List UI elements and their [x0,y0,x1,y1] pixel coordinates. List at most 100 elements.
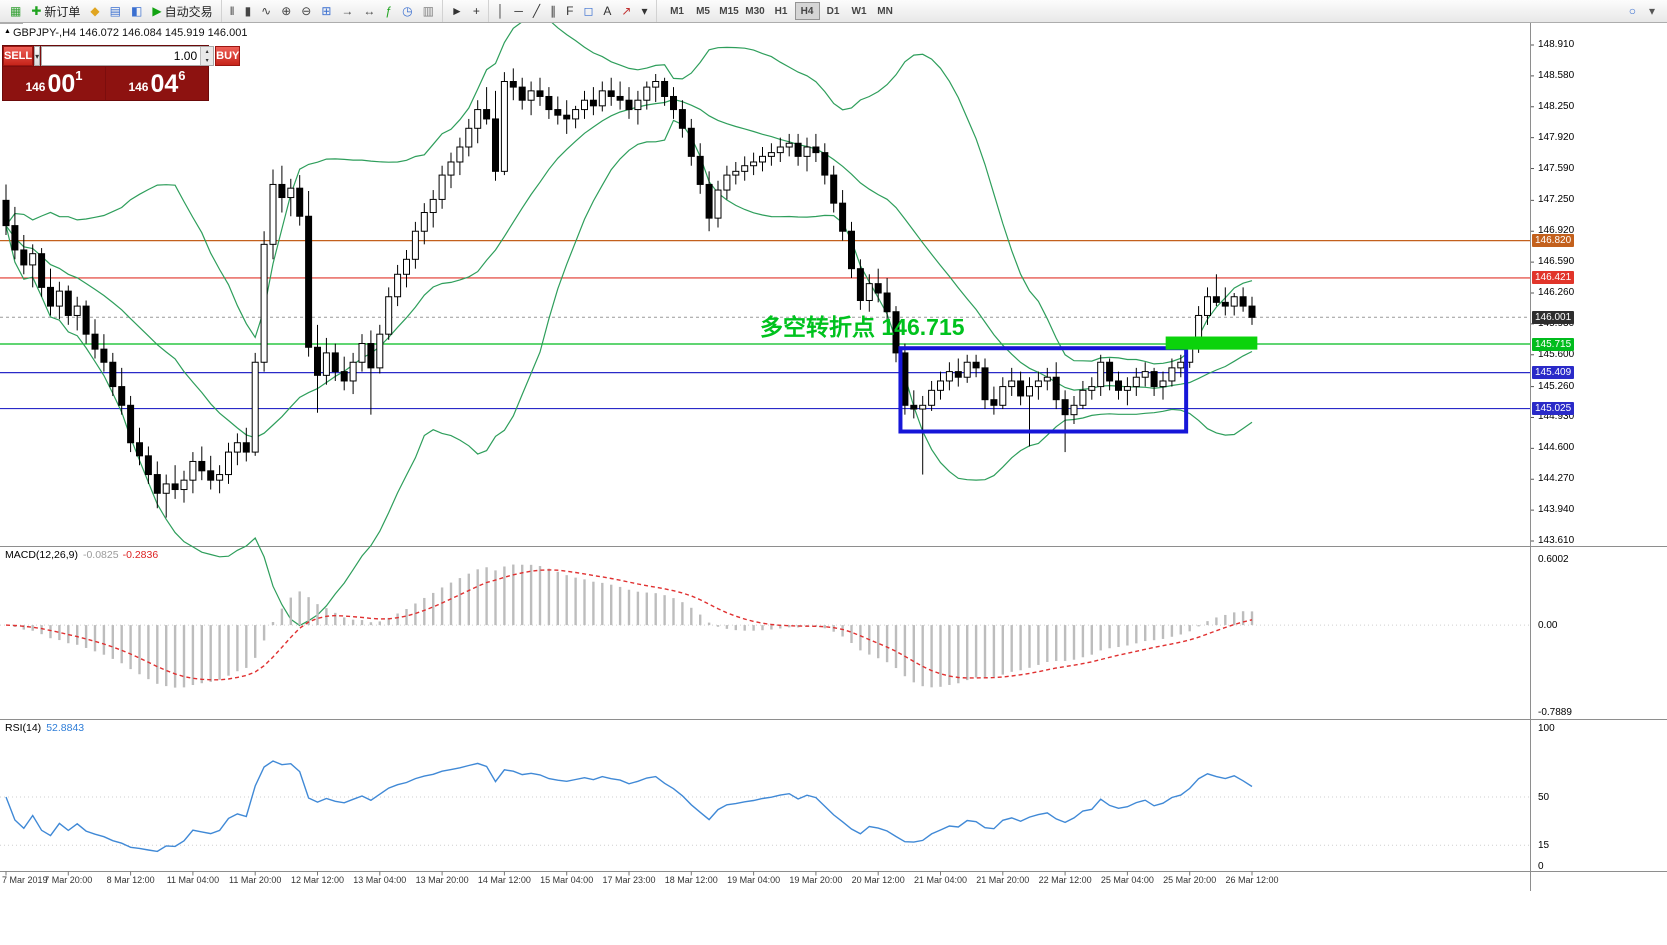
new-order-button[interactable]: ✚ 新订单 [27,2,84,21]
price-tick-label: 144.270 [1538,473,1575,485]
fibonacci-button[interactable]: F [562,2,577,21]
crosshair-button[interactable]: + [469,2,484,21]
autotrading-button[interactable]: ▶ 自动交易 [148,2,216,21]
chart-shift-icon: ↔ [363,4,376,18]
search-button[interactable]: ○ [1625,2,1640,21]
time-label: 13 Mar 04:00 [353,875,407,885]
candle [55,281,63,320]
ask-price[interactable]: 146 04 6 [106,67,208,100]
candle [492,90,499,181]
candle [848,221,855,279]
timeframe-d1[interactable]: D1 [821,2,846,20]
channel-button[interactable]: ∥ [546,2,560,21]
text-icon: A [603,4,612,18]
crosshair-icon: + [472,4,480,18]
horizontal-line-button[interactable]: ─ [510,2,527,21]
zoom-out-button[interactable]: ⊖ [297,2,315,21]
candle [287,178,295,217]
volume-up-button[interactable]: ▴ [201,47,214,56]
time-label: 15 Mar 04:00 [540,875,594,885]
vertical-line-button[interactable]: │ [493,2,509,21]
candle [162,474,170,518]
clock-icon: ◷ [402,4,413,18]
line-chart-button[interactable]: ∿ [257,2,275,21]
candle [2,184,10,235]
candle [411,221,419,269]
bid-price[interactable]: 146 00 1 [3,67,105,100]
indicators-button[interactable]: ƒ [381,2,396,21]
time-label: 12 Mar 12:00 [290,875,345,885]
candle [919,395,927,475]
candle [1008,367,1016,396]
time-label: 25 Mar 20:00 [1163,875,1217,885]
volume-dropdown-button[interactable]: ▾ [34,46,41,66]
timeframe-m30[interactable]: M30 [743,2,768,20]
zoom-out-icon: ⊖ [301,4,312,18]
candle [554,96,562,125]
app-menu-button[interactable]: ▦ [6,2,25,21]
candle [500,72,508,176]
panel-toggle-button[interactable]: ▾ [1645,2,1659,21]
objects-dropdown-button[interactable]: ▾ [637,2,651,21]
candle [38,248,46,297]
periods-button[interactable]: ◷ [398,2,416,21]
macd-signal-value: -0.2836 [122,549,159,561]
buy-button[interactable]: BUY [215,46,241,66]
market-watch-button[interactable]: ▤ [106,2,125,21]
candle [429,190,437,228]
ask-pips: 04 [150,70,179,98]
ask-pipette: 6 [178,68,186,83]
auto-scroll-button[interactable]: → [337,2,357,21]
timeframe-h4[interactable]: H4 [794,2,820,20]
zoom-in-button[interactable]: ⊕ [277,2,295,21]
timeframe-w1[interactable]: W1 [847,2,872,20]
level-badge-145-409: 145.409 [1532,366,1575,380]
candle [954,358,962,387]
arrows-button[interactable]: ↗ [617,2,635,21]
candle [563,100,571,134]
candle [1177,354,1185,378]
chart-shift-button[interactable]: ↔ [359,2,379,21]
timeframe-mn[interactable]: MN [873,2,898,20]
bar-chart-button[interactable]: ‖ [226,2,239,21]
tile-windows-button[interactable]: ⊞ [317,2,335,21]
candle [652,74,660,103]
shapes-button[interactable]: ◻ [579,2,597,21]
ask-big-figure: 146 [128,79,149,94]
text-button[interactable]: A [599,2,615,21]
data-window-button[interactable]: ◧ [127,2,146,21]
candle [109,352,117,396]
candle [1141,362,1149,387]
timeframe-m1[interactable]: M1 [665,2,690,20]
price-scale[interactable]: 148.910 148.580 148.250 147.920 147.590 147.2… [1530,23,1667,891]
candle [420,203,428,245]
templates-button[interactable]: ▥ [419,2,438,21]
toolbar: ▦ ✚ 新订单 ◆ ▤ ◧ ▶ 自动交易 ‖ ▮ ∿ ⊕ ⊖ ⊞ → ↔ ƒ ◷ ▥ ► + │ ─ ╱ ∥ F ◻ A ↗ ▾ M1 M5… [0,0,1667,23]
toolbar-right: ○ ▾ [1624,2,1665,21]
candle [607,77,615,106]
candle [536,77,544,106]
subwindow-arrow-icon[interactable]: ▲ [4,28,11,35]
drawn-objects [898,336,1258,434]
candlestick-icon: ▮ [244,4,252,18]
volume-down-button[interactable]: ▾ [201,56,214,65]
volume-input[interactable] [42,47,201,65]
candlestick-chart-button[interactable]: ▮ [241,2,256,21]
trendline-button[interactable]: ╱ [529,2,544,21]
chart-profile-button[interactable]: ◆ [86,2,103,21]
sell-button[interactable]: SELL [3,46,34,66]
candle [349,352,357,395]
market-watch-icon: ▤ [109,4,121,18]
rsi-label: RSI(14) 52.8843 [5,722,84,734]
time-axis[interactable]: 7 Mar 2019 7 Mar 20:00 8 Mar 12:00 11 Mar 0… [0,871,1530,891]
timeframe-m5[interactable]: M5 [691,2,716,20]
candle [1230,293,1238,316]
timeframe-m15[interactable]: M15 [717,2,742,20]
price-tick-label: 145.600 [1538,348,1575,360]
time-label: 19 Mar 20:00 [789,875,843,885]
cursor-button[interactable]: ► [447,2,467,21]
time-label: 17 Mar 23:00 [602,875,656,885]
timeframe-h1[interactable]: H1 [769,2,794,20]
